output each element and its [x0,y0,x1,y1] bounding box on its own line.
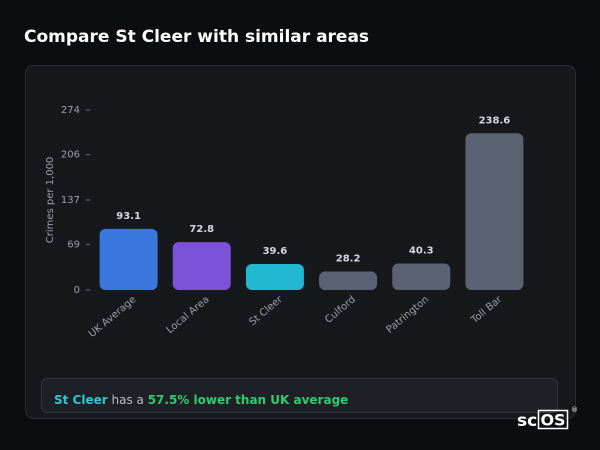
bar [465,133,524,290]
y-tick-label: 274 [61,105,80,116]
summary-banner [41,378,558,413]
logo-box [537,409,569,430]
y-tick-label: 206 [61,150,80,161]
summary-area: St Cleer [54,393,108,407]
y-tick-label: 69 [67,240,80,251]
y-tick-label: 0 [74,285,80,296]
bar [172,242,231,290]
summary-text: St Cleer has a 57.5% lower than UK avera… [54,393,348,407]
y-tick-label: 137 [61,195,80,206]
y-axis-label: Crimes per 1,000 [45,157,56,244]
summary-connector: has a [108,393,148,407]
bar [319,271,378,290]
value-label: 28.2 [336,253,361,264]
value-label: 40.3 [409,246,434,257]
value-label: 72.8 [189,224,214,235]
logo-text-boxed: OS [540,411,565,430]
bar [245,263,304,290]
value-label: 39.6 [263,246,288,257]
value-label: 93.1 [116,211,141,222]
card [25,65,576,419]
page-title: Compare St Cleer with similar areas [24,27,369,47]
bar [392,263,451,290]
value-label: 238.6 [479,115,511,126]
logo-registered: ® [571,406,578,414]
bar [99,228,158,290]
logo-text: sc [517,411,537,431]
summary-stat: 57.5% lower than UK average [148,393,349,407]
